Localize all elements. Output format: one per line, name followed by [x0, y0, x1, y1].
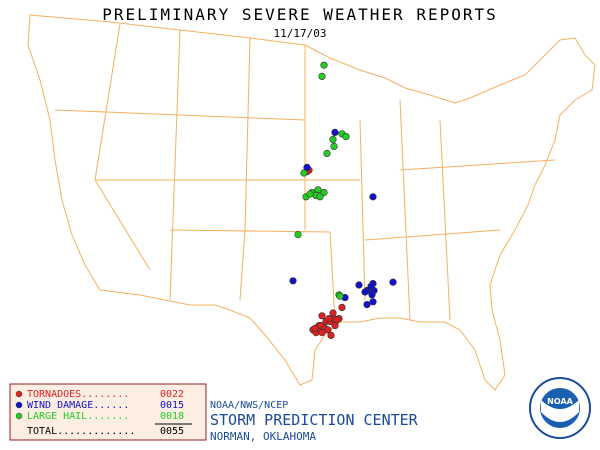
report-dot	[303, 163, 311, 171]
legend-count: 0018	[160, 411, 184, 422]
report-dot	[330, 142, 338, 150]
report-dot	[318, 72, 326, 80]
noaa-logo: NOAA	[529, 377, 591, 439]
report-dot	[331, 128, 339, 136]
report-dot	[289, 277, 297, 285]
state-line	[169, 229, 331, 233]
logo-gull	[541, 400, 579, 422]
report-dot	[325, 315, 333, 323]
state-line	[329, 231, 336, 321]
report-dot	[355, 281, 363, 289]
report-dot	[368, 291, 376, 299]
report-dot	[318, 312, 326, 320]
report-dot	[329, 309, 337, 317]
report-dot	[369, 298, 377, 306]
report-dot	[306, 190, 314, 198]
report-dot	[369, 193, 377, 201]
state-line	[399, 159, 556, 171]
us-outline	[27, 14, 596, 391]
state-line	[439, 119, 451, 321]
report-dot	[294, 231, 302, 239]
state-line	[359, 119, 366, 301]
report-dot	[336, 292, 344, 300]
report-dot	[300, 169, 308, 177]
report-dot	[389, 278, 397, 286]
report-dots	[289, 61, 397, 340]
legend-count: 0022	[160, 389, 184, 400]
report-dot	[320, 61, 328, 69]
state-line	[364, 229, 501, 241]
state-line	[239, 229, 246, 301]
center-name: STORM PREDICTION CENTER	[210, 411, 419, 429]
legend-count: 0015	[160, 400, 184, 411]
report-dot	[329, 135, 337, 143]
report-dot	[316, 193, 324, 201]
location: NORMAN, OKLAHOMA	[210, 430, 316, 443]
base-map	[27, 14, 596, 391]
legend-label: LARGE HAIL.......	[27, 411, 129, 422]
report-dot	[367, 282, 375, 291]
report-dot	[363, 301, 371, 309]
legend: TORNADOES........ 0022 WIND DAMAGE...... 00…	[15, 389, 184, 422]
report-dot	[318, 329, 326, 337]
report-dot	[324, 326, 332, 334]
date: 11/17/03	[274, 27, 327, 40]
legend-dot	[15, 412, 23, 420]
total-label: TOTAL.............	[27, 426, 135, 437]
report-dot	[342, 133, 350, 141]
state-line	[244, 37, 251, 231]
legend-dot	[15, 390, 23, 398]
report-dot	[323, 149, 331, 157]
report-dot	[338, 303, 346, 312]
logo-text: NOAA	[547, 397, 573, 406]
total-count: 0055	[160, 426, 184, 437]
legend-label: WIND DAMAGE......	[27, 400, 129, 411]
state-line	[54, 109, 306, 121]
report-dot	[361, 288, 369, 296]
report-dot	[327, 331, 335, 340]
state-line	[94, 179, 151, 271]
state-line	[399, 99, 411, 321]
agency: NOAA/NWS/NCEP	[210, 400, 288, 411]
report-dot	[331, 322, 339, 330]
legend-label: TORNADOES........	[27, 389, 129, 400]
title: PRELIMINARY SEVERE WEATHER REPORTS	[102, 5, 498, 24]
legend-dot	[15, 401, 23, 409]
report-dot	[311, 324, 319, 333]
legend-box	[9, 383, 207, 441]
state-line	[169, 29, 181, 301]
state-line	[94, 23, 121, 181]
